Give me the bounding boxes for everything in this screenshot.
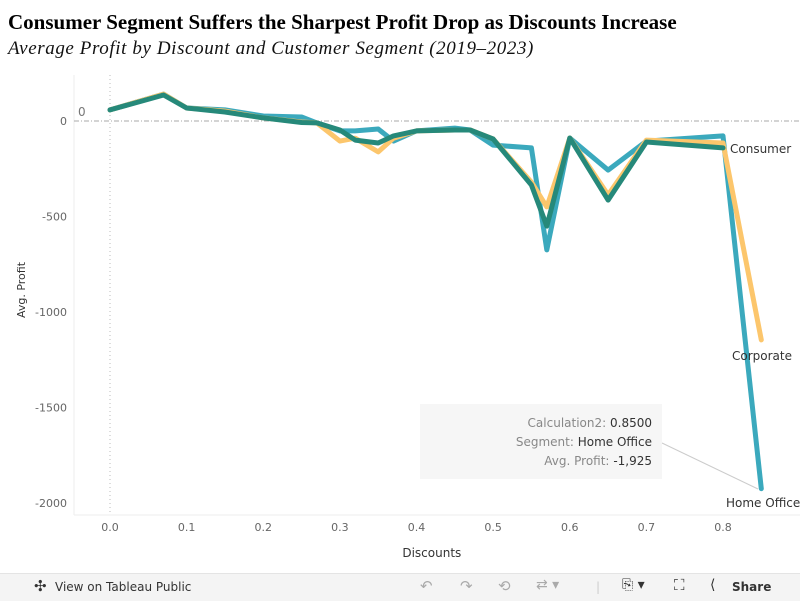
download-icon[interactable]: ⎘ ▾: [622, 577, 645, 593]
data-point: [415, 129, 418, 133]
divider: |: [596, 580, 601, 594]
refresh-icon[interactable]: ⇄ ▾: [536, 577, 560, 593]
x-tick-label: 0.5: [484, 521, 502, 534]
data-point: [353, 138, 357, 142]
data-point: [223, 110, 227, 114]
series-label: Corporate: [732, 349, 792, 363]
reference-line-label: 0: [78, 105, 86, 119]
line-chart: 00 -500 -1000 -1500 -2000 0.0 0.1 0.2 0.3 0.4 0.5 0…: [15, 75, 800, 560]
data-point: [721, 134, 725, 138]
data-point: [545, 224, 549, 228]
x-tick-label: 0.4: [408, 521, 426, 534]
data-point: [376, 141, 380, 145]
data-point: [338, 139, 342, 143]
data-point: [108, 108, 112, 112]
x-tick-label: 0.1: [178, 521, 196, 534]
y-tick-label: -1000: [35, 306, 67, 319]
data-point: [545, 205, 549, 209]
y-tick-label: -500: [42, 211, 67, 224]
data-point: [376, 150, 380, 154]
data-point: [491, 143, 495, 147]
y-axis-title: Avg. Profit: [15, 261, 28, 318]
series-label: Home Office: [726, 496, 800, 510]
data-point: [721, 146, 725, 150]
share-icon[interactable]: ⟨: [710, 577, 716, 593]
data-point: [529, 183, 533, 187]
data-point: [453, 128, 457, 132]
data-point: [759, 487, 763, 491]
tooltip-connector: [661, 442, 759, 490]
data-point: [392, 134, 396, 138]
data-point: [300, 115, 304, 119]
chart-subtitle: Average Profit by Discount and Customer …: [8, 38, 534, 59]
data-point: [353, 129, 357, 133]
y-tick-label: -1500: [35, 402, 67, 415]
series-label: Consumer: [730, 142, 791, 156]
data-point: [721, 141, 725, 145]
data-point: [644, 140, 648, 144]
data-point: [491, 137, 495, 141]
tooltip-row-segment: Segment: Home Office: [515, 435, 652, 449]
x-tick-label: 0.6: [561, 521, 579, 534]
tooltip-row-calc: Calculation2: 0.8500: [527, 416, 652, 430]
data-point: [545, 248, 549, 252]
tableau-logo-icon: ✣: [34, 577, 47, 595]
data-point: [315, 121, 319, 125]
view-on-tableau-link[interactable]: View on Tableau Public: [55, 580, 192, 594]
redo-icon[interactable]: ↷: [460, 577, 473, 595]
chart-title: Consumer Segment Suffers the Sharpest Pr…: [8, 10, 677, 34]
data-point: [606, 168, 610, 172]
y-tick-label: -2000: [35, 497, 67, 510]
data-point: [529, 146, 533, 150]
data-point: [468, 128, 472, 132]
data-point: [162, 93, 166, 97]
data-point: [606, 198, 610, 202]
y-tick-label: 0: [60, 115, 67, 128]
data-point: [759, 338, 763, 342]
x-tick-label: 0.0: [101, 521, 119, 534]
fullscreen-icon[interactable]: ⛶: [674, 576, 685, 594]
undo-icon[interactable]: ↶: [420, 577, 433, 595]
x-axis-title: Discounts: [402, 546, 461, 560]
data-point: [300, 121, 304, 125]
data-point: [338, 128, 342, 132]
tooltip: Calculation2: 0.8500 Segment: Home Offic…: [420, 404, 662, 479]
share-button[interactable]: Share: [732, 580, 772, 594]
x-tick-label: 0.3: [331, 521, 349, 534]
revert-icon[interactable]: ⟲: [498, 577, 511, 595]
tooltip-row-profit: Avg. Profit: -1,925: [544, 454, 652, 468]
data-point: [568, 136, 572, 140]
data-point: [261, 116, 265, 120]
x-tick-label: 0.7: [638, 521, 656, 534]
data-point: [376, 127, 380, 131]
x-tick-label: 0.2: [255, 521, 273, 534]
x-tick-label: 0.8: [714, 521, 732, 534]
data-point: [185, 106, 189, 110]
tableau-toolbar: ✣ View on Tableau Public ↶ ↷ ⟲ ⇄ ▾ | ⎘ ▾…: [0, 573, 800, 601]
